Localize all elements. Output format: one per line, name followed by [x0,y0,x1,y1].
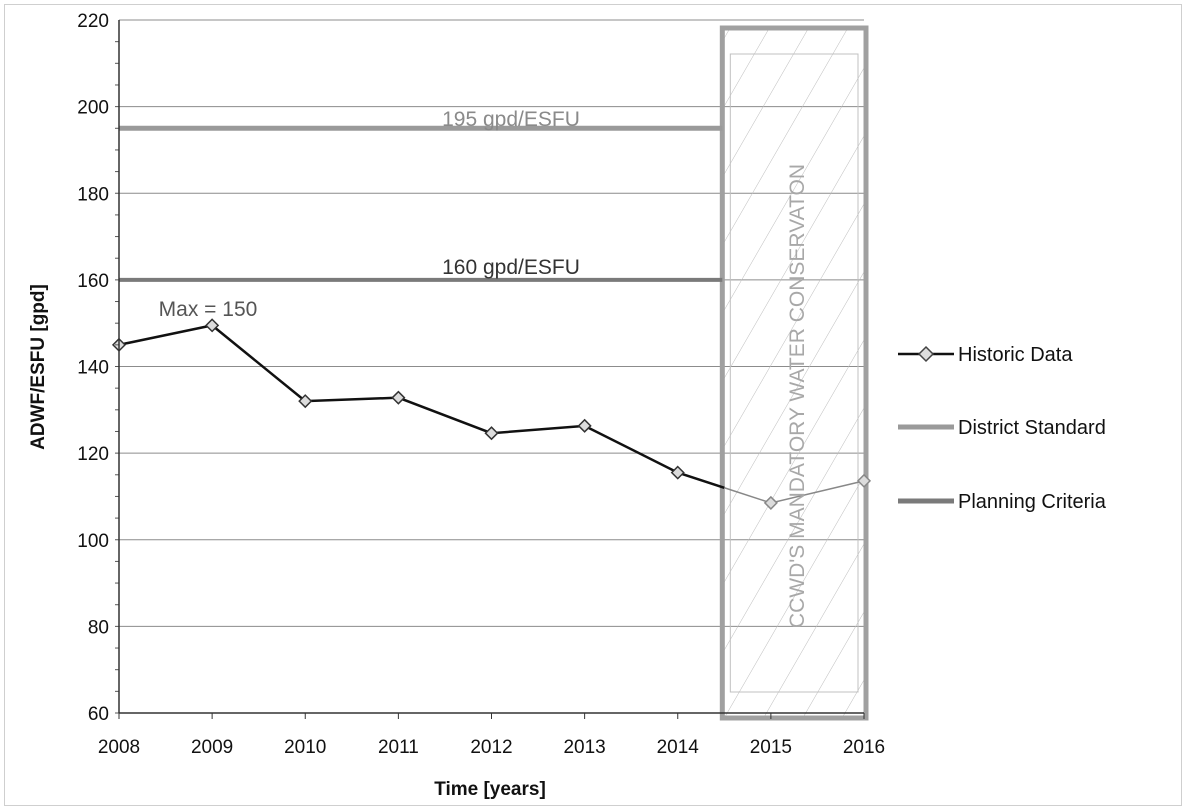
x-tick-label-2009: 2009 [191,737,233,758]
x-axis-title: Time [years] [434,779,546,800]
historic-data-point-2012 [484,426,499,441]
historic-data-line [118,324,725,489]
x-tick-label-2010: 2010 [284,737,326,758]
legend-item-historic-data: Historic Data [898,344,1073,366]
planning-criteria-label: 160 gpd/ESFU [442,256,580,279]
x-tick-label-2014: 2014 [657,737,700,758]
y-tick-label-200: 200 [77,98,109,119]
x-tick-label-2011: 2011 [378,737,419,758]
conservation-region-inner [729,53,859,693]
y-tick-label-120: 120 [77,444,109,465]
y-tick-label-160: 160 [77,271,109,292]
district-standard-label: 195 gpd/ESFU [442,108,580,131]
y-tick-label-140: 140 [77,358,109,379]
historic-data-point-2013 [577,418,592,433]
historic-data-point-2011 [391,390,406,405]
y-tick-label-60: 60 [88,704,109,725]
conservation-region [719,25,869,721]
y-tick-label-100: 100 [77,531,109,552]
historic-data-point-2014 [670,465,685,480]
x-tick-label-2016: 2016 [843,737,885,758]
conservation-region-box [719,25,869,721]
legend-item-district-standard: District Standard [898,417,1106,439]
historic-data-point-2016 [856,473,872,488]
legend-label-historic-data: Historic Data [958,344,1073,366]
historic-data-point-2015 [763,495,778,510]
x-tick-label-2015: 2015 [750,737,792,758]
historic-data-point-2009 [205,318,220,333]
y-tick-label-220: 220 [77,11,109,32]
x-tick-label-2013: 2013 [563,737,605,758]
reference-lines [119,125,723,282]
chart-frame [4,4,1182,806]
legend: Historic Data District Standard Planning… [898,344,1107,513]
y-tick-label-80: 80 [88,617,109,638]
legend-label-planning-criteria: Planning Criteria [958,491,1107,513]
historic-data-point-2010 [298,394,313,409]
x-tick-label-2008: 2008 [98,737,140,758]
legend-label-district-standard: District Standard [958,417,1106,439]
y-axis-title: ADWF/ESFU [gpd] [28,284,49,450]
y-tick-label-180: 180 [77,184,109,205]
historic-data-series [111,318,872,510]
x-tick-label-2012: 2012 [470,737,512,758]
legend-item-planning-criteria: Planning Criteria [898,491,1107,513]
conservation-region-label: CCWD'S MANDATORY WATER CONSERVATON [786,164,809,628]
max-annotation: Max = 150 [159,298,258,321]
axes: 60 80 100 120 140 160 180 200 220 2008 2009 2010 201… [77,11,885,758]
